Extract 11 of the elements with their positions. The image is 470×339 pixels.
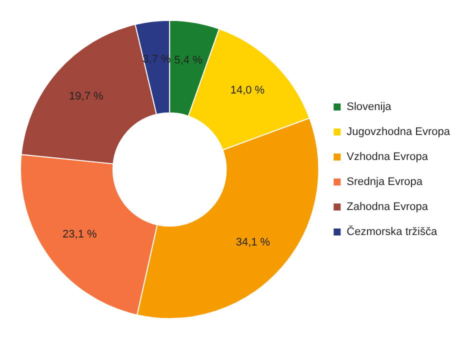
legend-label: Čezmorska tržišča (346, 225, 438, 238)
legend-label: Vzhodna Evropa (346, 151, 429, 164)
data-label: 19,7 % (69, 90, 104, 102)
legend-label: Zahodna Evropa (346, 201, 429, 214)
data-label: 23,1 % (62, 228, 98, 240)
data-label: 5,4 % (174, 54, 203, 66)
legend-label: Srednja Evropa (346, 176, 424, 188)
legend-label: Slovenija (346, 101, 392, 114)
data-label: 14,0 % (230, 84, 265, 97)
data-label: 34,1 % (236, 236, 270, 249)
legend-label: Jugovzhodna Evropa (346, 126, 451, 138)
